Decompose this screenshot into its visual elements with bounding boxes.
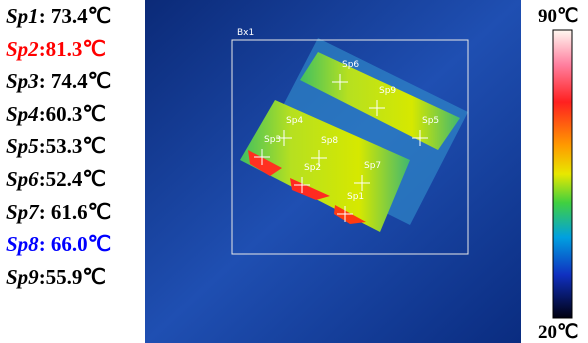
marker-label: Sp5 xyxy=(422,116,439,126)
marker-label: Sp9 xyxy=(379,86,396,96)
marker-label: Sp3 xyxy=(264,135,281,145)
colorbar xyxy=(553,30,572,318)
colorbar-min: 20℃ xyxy=(538,322,578,343)
thermal-view: Bx1 Sp6 Sp9 Sp5 Sp4 Sp3 Sp8 Sp2 Sp7 Sp1 90℃ 20℃ xyxy=(0,0,588,343)
marker-label: Sp2 xyxy=(304,163,321,173)
marker-label: Sp1 xyxy=(347,192,364,202)
marker-label: Sp7 xyxy=(364,161,381,171)
marker-label: Sp8 xyxy=(321,136,338,146)
marker-label: Sp4 xyxy=(286,116,303,126)
page: Sp1: 73.4℃Sp2:81.3℃Sp3: 74.4℃Sp4:60.3℃Sp… xyxy=(0,0,588,343)
colorbar-max: 90℃ xyxy=(538,6,578,27)
marker-label: Sp6 xyxy=(342,60,359,70)
box-label: Bx1 xyxy=(237,28,254,38)
